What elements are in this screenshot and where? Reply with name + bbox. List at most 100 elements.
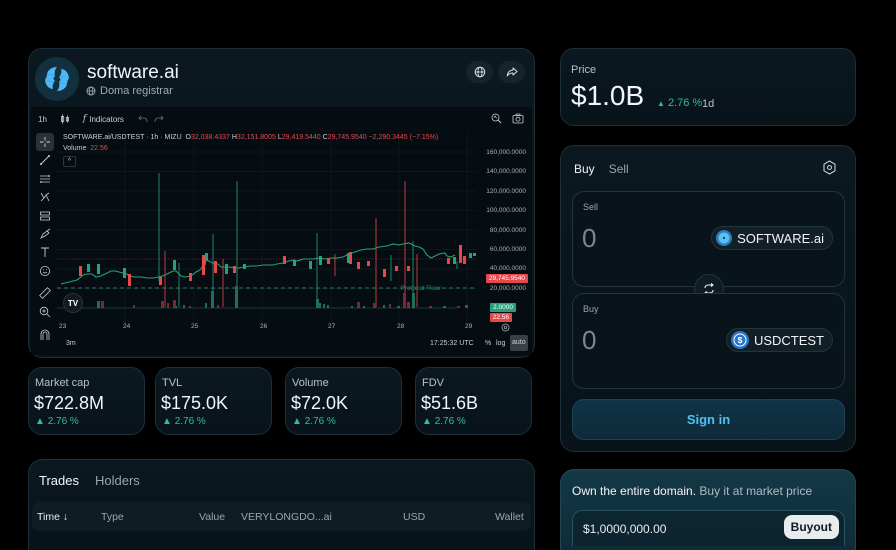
pattern-icon: [40, 192, 50, 202]
buy-box: Buy 0 $ USDCTEST: [572, 293, 845, 389]
price-plot[interactable]: Protocol Floor SOFTWARE.ai/USDTEST · 1h …: [57, 131, 477, 327]
swap-tabs: Buy Sell: [574, 162, 629, 176]
indicators-button[interactable]: f Indicators: [83, 114, 124, 124]
software-ai-logo-icon: [45, 67, 69, 91]
ruler-icon: [39, 287, 51, 299]
buyout-amount: $1,0000,000.00: [583, 522, 667, 536]
tab-trades[interactable]: Trades: [39, 473, 79, 488]
fib-icon: [40, 174, 50, 183]
projection-tool[interactable]: [36, 207, 54, 225]
auto-toggle[interactable]: auto: [510, 335, 528, 351]
fib-tool[interactable]: [36, 170, 54, 188]
stat-fdv: FDV $51.6B ▲ 2.76 %: [415, 367, 532, 435]
protocol-floor-tag: 2.0000: [490, 303, 516, 312]
up-triangle-icon: ▲: [162, 416, 172, 427]
settings-axis-icon[interactable]: [501, 323, 510, 332]
protocol-floor-label: Protocol Floor: [401, 285, 442, 292]
tab-holders[interactable]: Holders: [94, 473, 140, 488]
pattern-tool[interactable]: [36, 188, 54, 206]
stat-market-cap: Market cap $722.8M ▲ 2.76 %: [28, 367, 145, 435]
settings-icon[interactable]: [822, 160, 837, 175]
text-icon: [41, 247, 49, 258]
price-axis[interactable]: 160,000.0000 140,000.0000 120,000.0000 1…: [485, 149, 528, 322]
tab-buy[interactable]: Buy: [574, 162, 595, 176]
brush-icon: [40, 228, 51, 239]
buy-amount-input[interactable]: 0: [582, 325, 597, 355]
ruler-tool[interactable]: [36, 284, 54, 302]
trades-panel: Trades Holders Time ↓ Type Value VERYLON…: [28, 459, 535, 550]
open-value: 32,038.4337: [190, 134, 230, 141]
crosshair-icon: [40, 137, 50, 147]
chart-type-button[interactable]: [60, 114, 70, 124]
emoji-tool[interactable]: [36, 262, 54, 280]
globe-icon: [474, 66, 485, 78]
column-time[interactable]: Time ↓: [37, 511, 69, 523]
interval-selector[interactable]: 1h: [38, 114, 47, 124]
candlestick-chart: Protocol Floor: [57, 131, 477, 327]
price-change: 2.76 %: [667, 97, 703, 109]
buyout-button[interactable]: Buyout: [783, 515, 839, 539]
candles-icon: [61, 114, 69, 124]
tradingview-logo[interactable]: TV: [63, 293, 83, 313]
registrar-name: Doma registrar: [100, 85, 173, 97]
snapshot-search-icon[interactable]: [491, 113, 502, 124]
trendline-icon: [40, 155, 50, 166]
log-toggle[interactable]: log: [496, 340, 506, 347]
column-wallet[interactable]: Wallet: [495, 511, 524, 523]
registrar-label: Doma registrar: [86, 85, 173, 97]
crosshair-tool[interactable]: [36, 133, 54, 151]
redo-icon: [154, 115, 164, 123]
globe-icon: [86, 86, 96, 96]
time-axis[interactable]: 23 24 25 26 27 28 29: [59, 323, 473, 330]
undo-button[interactable]: [138, 115, 148, 123]
sell-token-selector[interactable]: SOFTWARE.ai: [711, 226, 833, 250]
brush-tool[interactable]: [36, 225, 54, 243]
up-triangle-icon: ▲: [657, 99, 665, 108]
up-triangle-icon: ▲: [292, 416, 302, 427]
column-type[interactable]: Type: [101, 511, 124, 523]
website-button[interactable]: [466, 61, 493, 83]
magnet-icon: [40, 329, 50, 340]
sell-amount-input[interactable]: 0: [582, 223, 597, 253]
tab-sell[interactable]: Sell: [608, 162, 629, 176]
text-tool[interactable]: [36, 243, 54, 261]
tradingview-chart[interactable]: 1h f Indicators: [31, 107, 532, 355]
percent-toggle[interactable]: %: [485, 340, 492, 347]
share-icon: [506, 67, 517, 77]
column-value[interactable]: Value: [199, 511, 226, 523]
zoom-in-tool[interactable]: [36, 303, 54, 321]
close-value: 29,745.9540: [327, 134, 367, 141]
stat-tvl: TVL $175.0K ▲ 2.76 %: [155, 367, 272, 435]
buyout-amount-field[interactable]: $1,0000,000.00 Buyout: [572, 510, 845, 546]
sign-in-button[interactable]: Sign in: [572, 399, 845, 440]
range-3m-button[interactable]: 3m: [66, 340, 76, 347]
volume-value: 22.56: [90, 145, 108, 152]
magnet-tool[interactable]: [36, 326, 54, 344]
symbol-label: SOFTWARE.ai/USDTEST · 1h · MIZU: [63, 134, 182, 141]
token-chart-card: software.ai Doma registrar 1h: [28, 48, 535, 358]
price-period: 1d: [702, 98, 715, 110]
utc-time[interactable]: 17:25:32 UTC: [430, 340, 474, 347]
stat-volume: Volume $72.0K ▲ 2.76 %: [285, 367, 402, 435]
ohlc-legend: SOFTWARE.ai/USDTEST · 1h · MIZU O32,038.…: [63, 134, 439, 141]
trades-table-header: Time ↓ Type Value VERYLONGDO...ai USD Wa…: [32, 502, 531, 531]
volume-tag: 22.56: [489, 313, 512, 322]
share-button[interactable]: [498, 61, 525, 83]
trades-tabs: Trades Holders: [39, 473, 140, 488]
buy-token-selector[interactable]: $ USDCTEST: [725, 328, 833, 352]
price-value: $1.0B: [571, 80, 645, 111]
change-value: −2,290.3445 (−7.15%): [368, 134, 439, 141]
indicators-label: Indicators: [89, 114, 124, 124]
column-token[interactable]: VERYLONGDO...ai: [241, 511, 332, 523]
collapse-legend-button[interactable]: ^: [63, 156, 76, 167]
camera-icon[interactable]: [512, 113, 524, 124]
redo-button[interactable]: [154, 115, 164, 123]
low-value: 29,419.5440: [281, 134, 321, 141]
column-usd[interactable]: USD: [403, 511, 426, 523]
sell-box: Sell 0 SOFTWARE.ai: [572, 191, 845, 287]
last-price-tag: 29,745.9540: [485, 274, 528, 283]
zoom-in-icon: [39, 306, 51, 317]
undo-icon: [138, 115, 148, 123]
trendline-tool[interactable]: [36, 151, 54, 169]
token-title: software.ai: [87, 62, 179, 83]
